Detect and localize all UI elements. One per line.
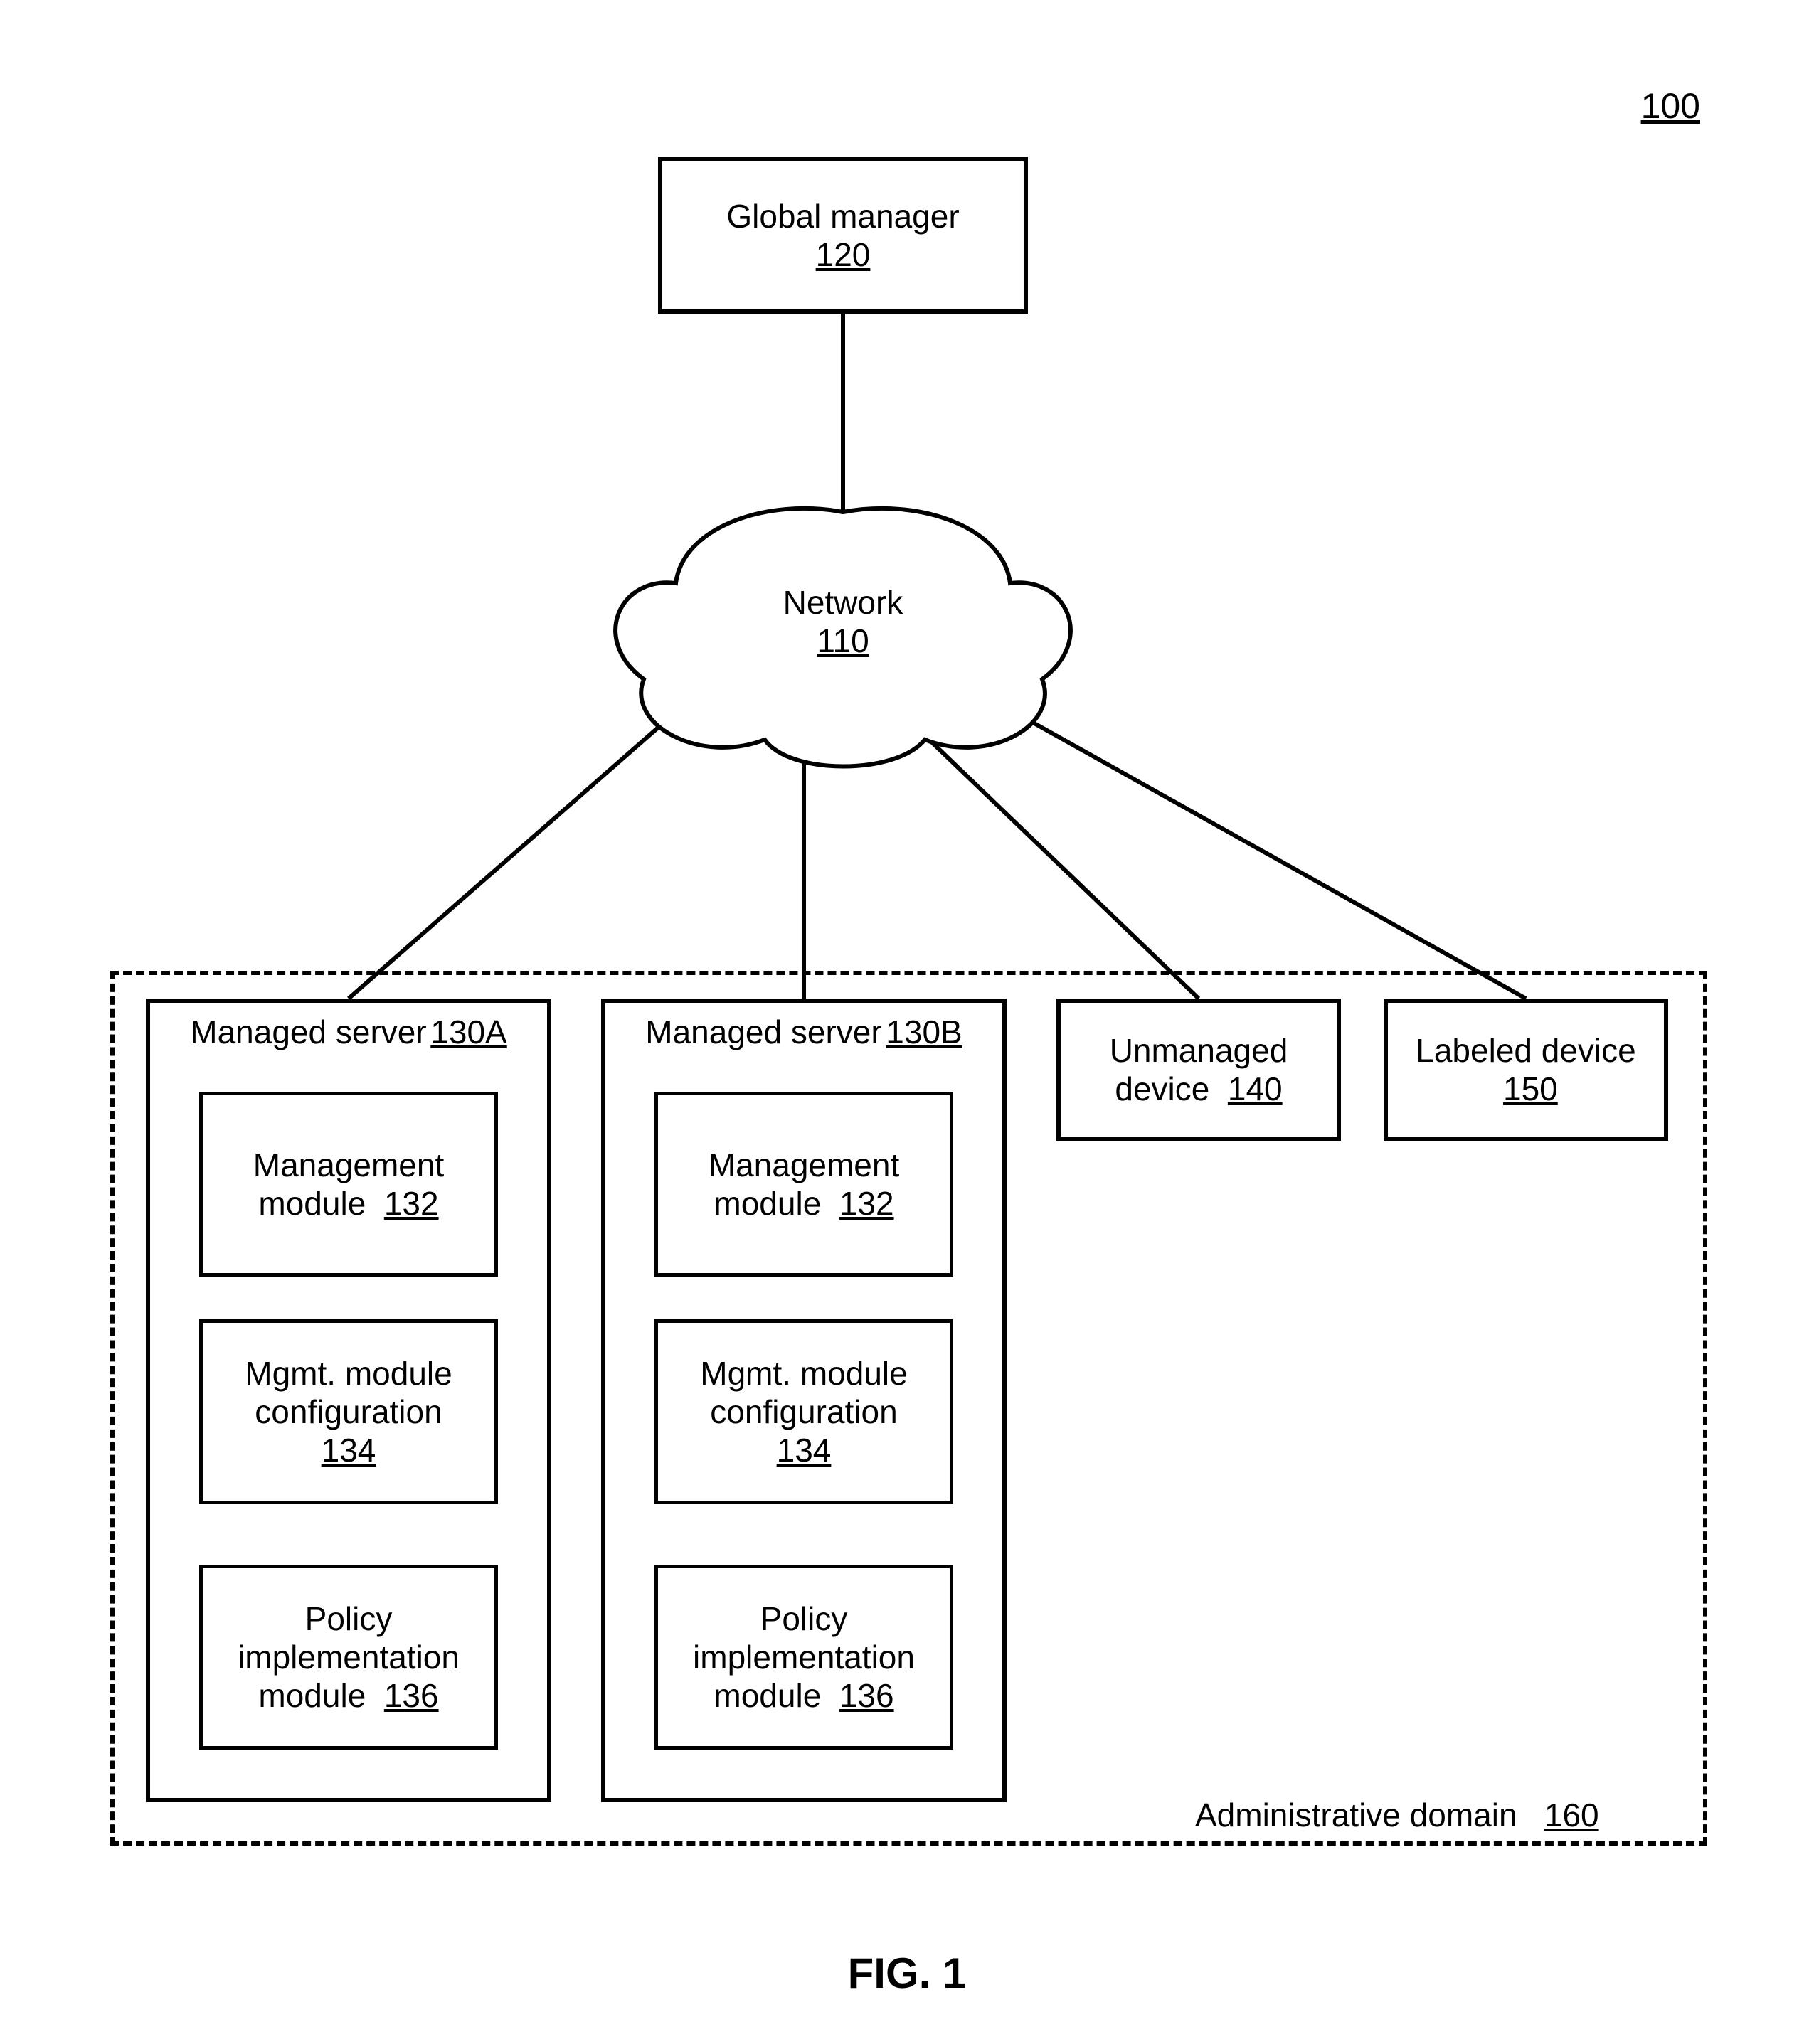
admin-domain-label: Administrative domain 160 [1195,1796,1599,1834]
figure-reference-number: 100 [1641,85,1700,127]
node-global-manager: Global manager 120 [658,157,1028,314]
managed-server-b-ref: 130B [886,1013,962,1051]
inner-a-1-label: Management module 132 [217,1146,480,1223]
global-manager-ref: 120 [816,235,871,274]
node-network-labelbox: Network 110 [736,583,950,660]
inner-b-1-label: Management module 132 [672,1146,935,1223]
admin-domain-text: Administrative domain [1195,1797,1517,1833]
inner-b-2-text: Mgmt. module configuration [672,1354,935,1431]
inner-b-1-ref: 132 [839,1185,894,1222]
network-label: Network [736,583,950,622]
figure-caption: FIG. 1 [0,1949,1814,1998]
inner-b-3-ref: 136 [839,1677,894,1714]
inner-b-policy-impl: Policy implementation module 136 [654,1565,953,1750]
admin-domain-ref: 160 [1544,1797,1599,1833]
managed-server-a-ref: 130A [430,1013,506,1051]
inner-a-3-ref: 136 [384,1677,439,1714]
network-ref: 110 [736,622,950,660]
labeled-device-label-wrap: Labeled device 150 [1401,1031,1650,1108]
inner-b-2-ref: 134 [777,1431,832,1469]
node-unmanaged-device: Unmanaged device 140 [1056,999,1341,1141]
inner-a-policy-impl: Policy implementation module 136 [199,1565,498,1750]
unmanaged-device-label-line1: Unmanaged device 140 [1074,1031,1322,1108]
inner-a-mgmt-config: Mgmt. module configuration 134 [199,1319,498,1504]
inner-a-2-text: Mgmt. module configuration [217,1354,480,1431]
inner-b-mgmt-config: Mgmt. module configuration 134 [654,1319,953,1504]
global-manager-label: Global manager [726,197,959,235]
inner-a-management-module: Management module 132 [199,1092,498,1277]
managed-server-b-label: Managed server [645,1013,881,1051]
node-labeled-device: Labeled device 150 [1384,999,1668,1141]
inner-a-1-ref: 132 [384,1185,439,1222]
inner-a-2-ref: 134 [322,1431,376,1469]
unmanaged-device-ref: 140 [1228,1070,1283,1107]
labeled-device-label: Labeled device [1416,1032,1635,1069]
inner-b-management-module: Management module 132 [654,1092,953,1277]
labeled-device-ref: 150 [1503,1070,1558,1107]
figure-canvas: 100 Global manager 120 Network 110 Admin… [0,0,1814,2044]
inner-b-3-label: Policy implementation module 136 [672,1599,935,1715]
managed-server-a-label: Managed server [190,1013,426,1051]
inner-a-3-label: Policy implementation module 136 [217,1599,480,1715]
